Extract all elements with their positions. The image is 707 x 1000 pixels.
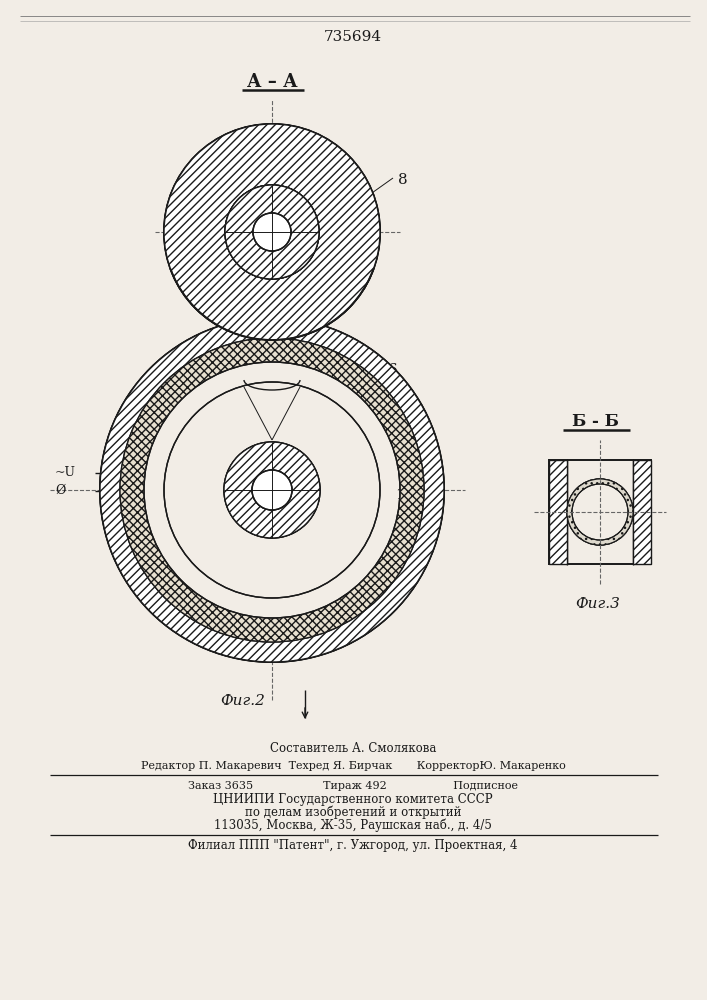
Circle shape: [225, 185, 319, 279]
Circle shape: [224, 442, 320, 538]
Text: Составитель А. Смолякова: Составитель А. Смолякова: [270, 742, 436, 755]
Text: Фиг.3: Фиг.3: [575, 597, 621, 611]
Text: Ø: Ø: [55, 484, 65, 496]
Text: Фиг.2: Фиг.2: [221, 694, 265, 708]
Circle shape: [100, 318, 444, 662]
Circle shape: [164, 382, 380, 598]
Text: Филиал ППП "Патент", г. Ужгород, ул. Проектная, 4: Филиал ППП "Патент", г. Ужгород, ул. Про…: [188, 839, 518, 852]
Text: 735694: 735694: [324, 30, 382, 44]
Text: 113035, Москва, Ж-35, Раушская наб., д. 4/5: 113035, Москва, Ж-35, Раушская наб., д. …: [214, 818, 492, 832]
Text: 6: 6: [388, 363, 398, 377]
Text: по делам изобретений и открытий: по делам изобретений и открытий: [245, 806, 461, 819]
Text: Заказ 3635                    Тираж 492                   Подписное: Заказ 3635 Тираж 492 Подписное: [188, 781, 518, 791]
Text: 11: 11: [388, 395, 407, 409]
Circle shape: [253, 213, 291, 251]
Text: ~U: ~U: [55, 466, 76, 479]
Text: Редактор П. Макаревич  Техред Я. Бирчак       КорректорЮ. Макаренко: Редактор П. Макаревич Техред Я. Бирчак К…: [141, 761, 566, 771]
Circle shape: [164, 124, 380, 340]
Circle shape: [567, 479, 633, 545]
Text: Б - Б: Б - Б: [571, 414, 619, 430]
Text: j: j: [258, 308, 263, 322]
Circle shape: [252, 470, 292, 510]
Text: ЦНИИПИ Государственного комитета СССР: ЦНИИПИ Государственного комитета СССР: [214, 793, 493, 806]
Text: 1: 1: [395, 488, 404, 502]
Wedge shape: [178, 232, 366, 340]
Bar: [633, 460, 651, 564]
Bar: [549, 460, 567, 564]
Text: А – А: А – А: [247, 73, 298, 91]
Text: 8: 8: [398, 173, 408, 187]
